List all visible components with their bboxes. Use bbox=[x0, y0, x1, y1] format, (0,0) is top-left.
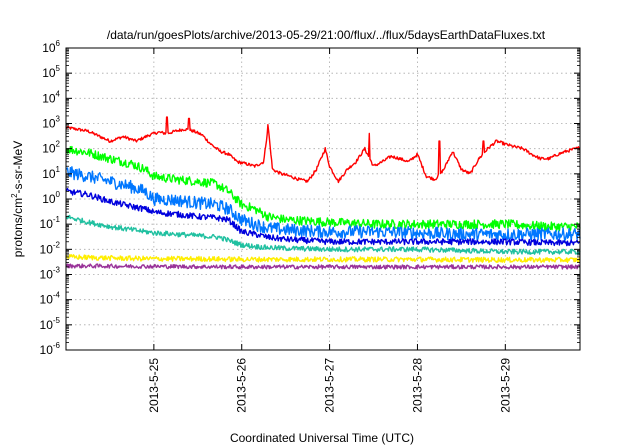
series-line-5 bbox=[65, 254, 581, 264]
y-tick-label-base: 10 bbox=[42, 192, 56, 206]
y-tick-label-base: 10 bbox=[40, 293, 54, 307]
x-tick-label: 2013-5-28 bbox=[410, 358, 424, 413]
y-tick-label-base: 10 bbox=[40, 318, 54, 332]
x-axis-ticks: 2013-5-25 2013-5-26 2013-5-27 2013-5-28 2013… bbox=[147, 48, 512, 413]
y-tick-label-exponent: -4 bbox=[53, 291, 61, 300]
y-tick-label-exponent: 4 bbox=[56, 89, 61, 98]
y-tick-label-exponent: -2 bbox=[53, 240, 61, 249]
y-tick-label: 105 bbox=[42, 64, 60, 80]
y-tick-label: 10-6 bbox=[40, 341, 61, 357]
y-tick-label-exponent: 0 bbox=[56, 190, 61, 199]
y-tick-label-base: 10 bbox=[42, 117, 56, 131]
y-tick-label: 10-2 bbox=[40, 240, 61, 256]
grid-lines bbox=[66, 48, 580, 350]
x-tick-label: 2013-5-27 bbox=[323, 358, 337, 413]
y-tick-label: 10-1 bbox=[40, 215, 61, 231]
y-tick-label-exponent: -1 bbox=[53, 215, 61, 224]
y-tick-label: 102 bbox=[42, 140, 60, 156]
chart-title: /data/run/goesPlots/archive/2013-05-29/2… bbox=[107, 28, 546, 42]
y-tick-label-base: 10 bbox=[40, 242, 54, 256]
y-axis-ticks: 10-610-510-410-310-210-11001011021031041… bbox=[40, 39, 580, 357]
y-tick-label-exponent: 1 bbox=[56, 165, 61, 174]
y-tick-label: 10-3 bbox=[40, 266, 61, 282]
y-tick-label-base: 10 bbox=[40, 217, 54, 231]
series-line-2 bbox=[65, 166, 581, 242]
y-tick-label-base: 10 bbox=[42, 167, 56, 181]
y-tick-label-exponent: -6 bbox=[53, 341, 61, 350]
series-line-0 bbox=[65, 116, 581, 184]
x-tick-label: 2013-5-29 bbox=[498, 358, 512, 413]
series-line-1 bbox=[66, 145, 581, 232]
y-tick-label-base: 10 bbox=[42, 142, 56, 156]
series-line-4 bbox=[65, 214, 581, 255]
series-line-3 bbox=[65, 187, 581, 247]
series-line-6 bbox=[65, 263, 581, 270]
y-tick-label: 104 bbox=[42, 89, 60, 105]
x-axis-label: Coordinated Universal Time (UTC) bbox=[230, 431, 414, 445]
y-tick-label-exponent: 2 bbox=[56, 140, 61, 149]
y-tick-label-exponent: 6 bbox=[56, 39, 61, 48]
y-tick-label-exponent: -5 bbox=[53, 316, 61, 325]
y-tick-label-exponent: 5 bbox=[56, 64, 61, 73]
y-tick-label-exponent: 3 bbox=[56, 115, 61, 124]
y-tick-label: 101 bbox=[42, 165, 60, 181]
y-axis-label-superscript: 2 bbox=[10, 193, 19, 198]
y-tick-label: 106 bbox=[42, 39, 60, 55]
y-tick-label: 10-4 bbox=[40, 291, 61, 307]
y-tick-label-base: 10 bbox=[40, 343, 54, 357]
x-tick-label: 2013-5-26 bbox=[235, 358, 249, 413]
y-tick-label-base: 10 bbox=[42, 66, 56, 80]
y-tick-label: 103 bbox=[42, 115, 60, 131]
y-tick-label-base: 10 bbox=[42, 91, 56, 105]
y-axis-label-rest: -s-sr-MeV bbox=[11, 141, 25, 194]
y-tick-label-base: 10 bbox=[42, 41, 56, 55]
y-axis-label-base: protons/cm bbox=[11, 198, 25, 257]
y-tick-label: 100 bbox=[42, 190, 60, 206]
y-tick-label: 10-5 bbox=[40, 316, 61, 332]
y-axis-label: protons/cm2-s-sr-MeV bbox=[10, 141, 25, 257]
y-tick-label-exponent: -3 bbox=[53, 266, 61, 275]
y-tick-label-base: 10 bbox=[40, 268, 54, 282]
x-tick-label: 2013-5-25 bbox=[147, 358, 161, 413]
series-layer bbox=[65, 116, 581, 270]
